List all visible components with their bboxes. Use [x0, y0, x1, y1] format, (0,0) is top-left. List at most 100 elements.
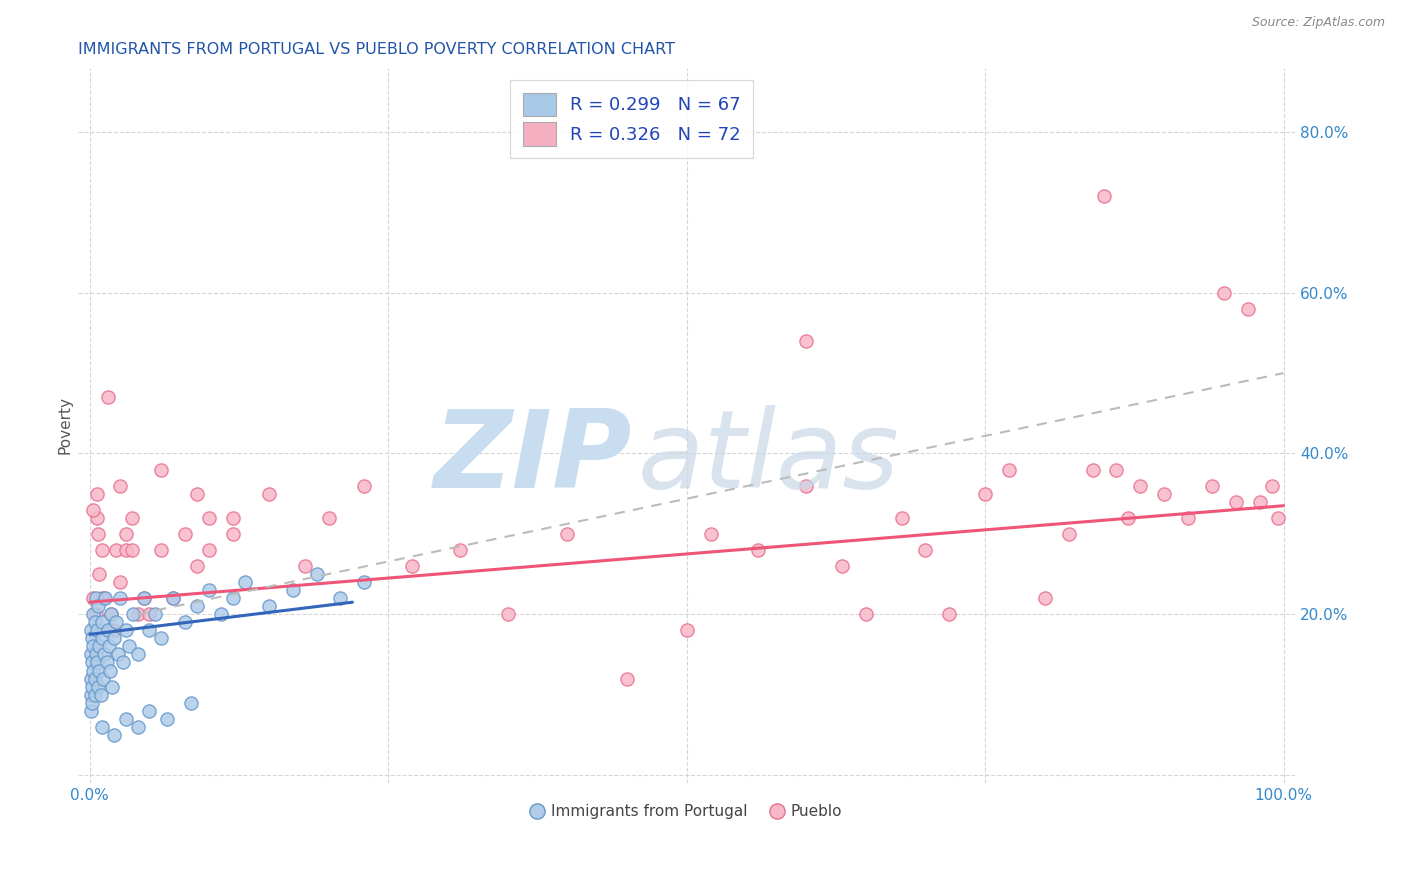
Point [103, 624, 125, 638]
Point [150, 462, 173, 476]
Point [1260, 478, 1282, 492]
Point [186, 599, 208, 614]
Point [150, 632, 173, 646]
Point [98, 664, 121, 678]
Point [121, 607, 143, 622]
Point [82, 664, 104, 678]
Point [616, 672, 638, 686]
Point [80, 624, 103, 638]
Point [198, 583, 221, 598]
Point [1249, 494, 1271, 508]
Point [222, 510, 245, 524]
Point [1105, 462, 1128, 476]
Point [86, 510, 108, 524]
Point [83, 615, 105, 630]
Point [145, 607, 167, 622]
Point [89, 664, 111, 678]
Point [91, 672, 114, 686]
Point [118, 640, 141, 654]
Point [1201, 478, 1223, 492]
Point [747, 543, 769, 558]
Point [281, 583, 304, 598]
Point [90, 591, 112, 606]
Point [83, 688, 105, 702]
Point [89, 567, 111, 582]
Point [97, 640, 120, 654]
Text: Source: ZipAtlas.com: Source: ZipAtlas.com [1251, 16, 1385, 29]
Point [84, 648, 107, 662]
Point [186, 559, 208, 574]
Point [93, 591, 115, 606]
Point [121, 510, 143, 524]
Point [112, 656, 135, 670]
Point [90, 615, 112, 630]
Point [174, 526, 197, 541]
Point [114, 526, 136, 541]
Point [257, 486, 280, 500]
Point [353, 575, 375, 590]
Point [1057, 526, 1080, 541]
Point [90, 632, 112, 646]
Point [108, 575, 131, 590]
Point [108, 478, 131, 492]
Point [222, 526, 245, 541]
Point [89, 640, 111, 654]
Legend: Immigrants from Portugal, Pueblo: Immigrants from Portugal, Pueblo [526, 798, 848, 825]
Point [794, 478, 817, 492]
Point [87, 599, 110, 614]
Point [294, 559, 316, 574]
Point [1153, 486, 1175, 500]
Point [82, 696, 104, 710]
Point [233, 575, 256, 590]
Point [114, 543, 136, 558]
Point [257, 599, 280, 614]
Point [80, 648, 103, 662]
Point [198, 510, 221, 524]
Point [107, 648, 129, 662]
Point [162, 591, 184, 606]
Point [174, 615, 197, 630]
Point [93, 648, 115, 662]
Point [1177, 510, 1199, 524]
Point [87, 680, 110, 694]
Point [1236, 301, 1258, 316]
Text: atlas: atlas [638, 405, 900, 510]
Point [127, 648, 149, 662]
Point [156, 712, 179, 726]
Point [222, 591, 245, 606]
Point [82, 680, 104, 694]
Point [100, 607, 122, 622]
Point [198, 543, 221, 558]
Point [998, 462, 1021, 476]
Point [105, 615, 128, 630]
Point [150, 543, 173, 558]
Point [84, 607, 107, 622]
Point [1118, 510, 1140, 524]
Point [121, 543, 143, 558]
Point [1267, 510, 1289, 524]
Point [97, 624, 120, 638]
Point [80, 688, 103, 702]
Point [86, 656, 108, 670]
Point [127, 607, 149, 622]
Point [138, 624, 160, 638]
Point [794, 334, 817, 348]
Point [83, 672, 105, 686]
Point [914, 543, 936, 558]
Point [114, 624, 136, 638]
Point [82, 656, 104, 670]
Point [162, 591, 184, 606]
Point [82, 607, 104, 622]
Point [97, 624, 120, 638]
Point [1094, 189, 1116, 203]
Point [82, 640, 104, 654]
Point [105, 543, 128, 558]
Point [80, 672, 103, 686]
Point [555, 526, 578, 541]
Point [86, 486, 108, 500]
Point [90, 688, 112, 702]
Point [82, 591, 104, 606]
Point [855, 607, 877, 622]
Point [86, 624, 108, 638]
Point [132, 591, 155, 606]
